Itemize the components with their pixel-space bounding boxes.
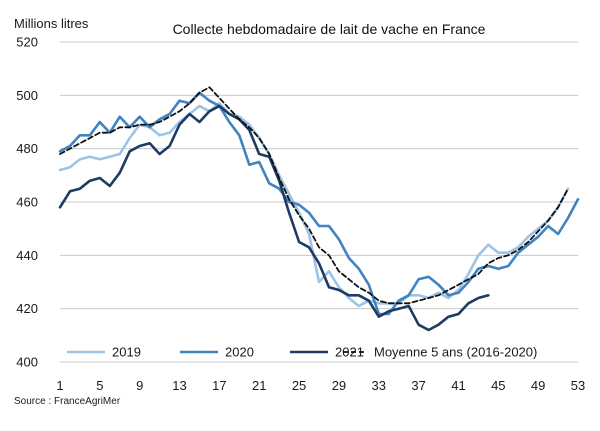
x-tick-label: 13 [172,378,186,393]
x-tick-label: 5 [96,378,103,393]
x-tick-label: 45 [491,378,505,393]
y-tick-label: 440 [16,248,38,263]
x-tick-label: 33 [372,378,386,393]
series-line-2 [58,104,490,332]
series-line-0 [58,102,570,308]
series-lines [58,86,580,332]
x-tick-label: 29 [332,378,346,393]
y-tick-label: 520 [16,35,38,50]
gridlines [60,41,578,363]
legend-background [61,340,573,361]
x-tick-label: 17 [212,378,226,393]
y-tick-label: 480 [16,141,38,156]
x-tick-label: 1 [56,378,63,393]
x-tick-label: 53 [571,378,585,393]
y-tick-label: 500 [16,88,38,103]
x-tick-label: 41 [451,378,465,393]
y-axis-unit-label: Millions litres [14,16,89,31]
x-tick-label: 21 [252,378,266,393]
chart-title: Collecte hebdomadaire de lait de vache e… [173,21,486,37]
legend-label-0: 2019 [112,345,141,360]
legend-label-1: 2020 [225,345,254,360]
y-axis-ticks: 400 420 440 460 480 500 520 [16,35,38,370]
series-line-1 [58,91,580,316]
x-tick-label: 37 [411,378,425,393]
y-tick-label: 400 [16,355,38,370]
legend-label-3: Moyenne 5 ans (2016-2020) [374,345,537,360]
series-line-3 [59,86,569,305]
x-tick-label: 49 [531,378,545,393]
legend-label-2: 2021 [335,345,364,360]
x-tick-label: 25 [292,378,306,393]
source-note: Source : FranceAgriMer [14,396,121,407]
x-axis-ticks: 1 5 9 13 17 21 25 29 33 37 41 45 49 53 [56,378,585,393]
y-tick-label: 460 [16,195,38,210]
legend: 2019 2020 2021 Moyenne 5 ans (2016-2020) [61,340,573,361]
y-tick-label: 420 [16,301,38,316]
x-tick-label: 9 [136,378,143,393]
